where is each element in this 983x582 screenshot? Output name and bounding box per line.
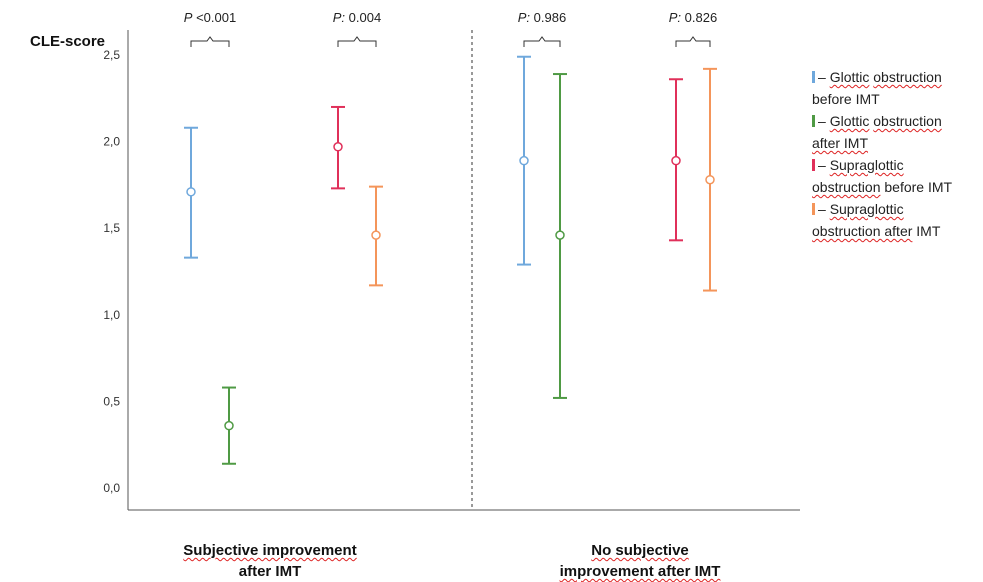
p-value-bracket xyxy=(523,36,561,47)
legend-dash: – xyxy=(818,113,830,129)
p-value-label: P: 0.004 xyxy=(333,10,381,25)
mean-marker xyxy=(519,155,529,166)
y-tick-label: 2,0 xyxy=(103,135,120,149)
legend-dash: – xyxy=(818,201,830,217)
y-tick-label: 0,0 xyxy=(103,481,120,495)
legend-dash: – xyxy=(818,157,830,173)
mean-marker xyxy=(371,230,381,240)
p-value-bracket xyxy=(190,36,230,47)
legend-swatch-glottic-after xyxy=(812,115,815,127)
x-category-label-1-line1: Subjective improvement xyxy=(183,542,357,559)
p-value-label: P <0.001 xyxy=(184,10,236,25)
legend-word: obstruction xyxy=(873,113,942,129)
mean-marker xyxy=(705,174,715,185)
legend-word: obstruction xyxy=(812,179,881,195)
x-category-label-1: Subjective improvement after IMT xyxy=(150,540,390,582)
legend-word: obstruction after xyxy=(812,223,913,239)
x-category-label-1-line2: after IMT xyxy=(238,563,302,580)
legend-line2: IMT xyxy=(912,223,941,239)
mean-marker xyxy=(186,187,196,197)
p-value-label: P: 0.826 xyxy=(669,10,717,25)
legend-dash: – xyxy=(818,69,830,85)
y-tick-label: 0,5 xyxy=(103,394,120,408)
mean-marker xyxy=(224,420,234,431)
y-axis-title: CLE-score xyxy=(30,33,106,50)
legend-swatch-supraglottic-after xyxy=(812,203,815,215)
legend-word: Glottic xyxy=(829,113,870,129)
legend-word: Supraglottic xyxy=(829,201,904,217)
p-value-bracket xyxy=(675,36,711,47)
p-value-bracket xyxy=(337,36,377,47)
legend: – Glottic obstruction before IMT – Glotti… xyxy=(812,66,982,242)
x-category-label-2-line1: No subjective xyxy=(591,542,689,559)
y-tick-label: 1,5 xyxy=(103,221,120,235)
legend-line2: after IMT xyxy=(812,135,869,151)
legend-item-glottic-before: – Glottic obstruction before IMT xyxy=(812,66,982,110)
mean-marker xyxy=(333,142,343,152)
legend-line2: before IMT xyxy=(812,91,880,107)
legend-swatch-supraglottic-before xyxy=(812,159,815,171)
legend-word: Supraglottic xyxy=(829,157,904,173)
p-value-label: P: 0.986 xyxy=(518,10,566,25)
legend-word: obstruction xyxy=(873,69,942,85)
legend-item-supraglottic-before: – Supraglottic obstruction before IMT xyxy=(812,154,982,198)
legend-swatch-glottic-before xyxy=(812,71,815,83)
mean-marker xyxy=(671,155,681,166)
legend-item-supraglottic-after: – Supraglottic obstruction after IMT xyxy=(812,198,982,242)
y-tick-label: 1,0 xyxy=(103,308,120,322)
mean-marker xyxy=(555,230,565,240)
x-category-label-2: No subjective improvement after IMT xyxy=(520,540,760,582)
legend-line2: before IMT xyxy=(880,179,953,195)
legend-item-glottic-after: – Glottic obstruction after IMT xyxy=(812,110,982,154)
x-category-label-2-line2: improvement after IMT xyxy=(559,563,721,580)
legend-word: Glottic xyxy=(829,69,870,85)
y-tick-label: 2,5 xyxy=(103,48,120,62)
